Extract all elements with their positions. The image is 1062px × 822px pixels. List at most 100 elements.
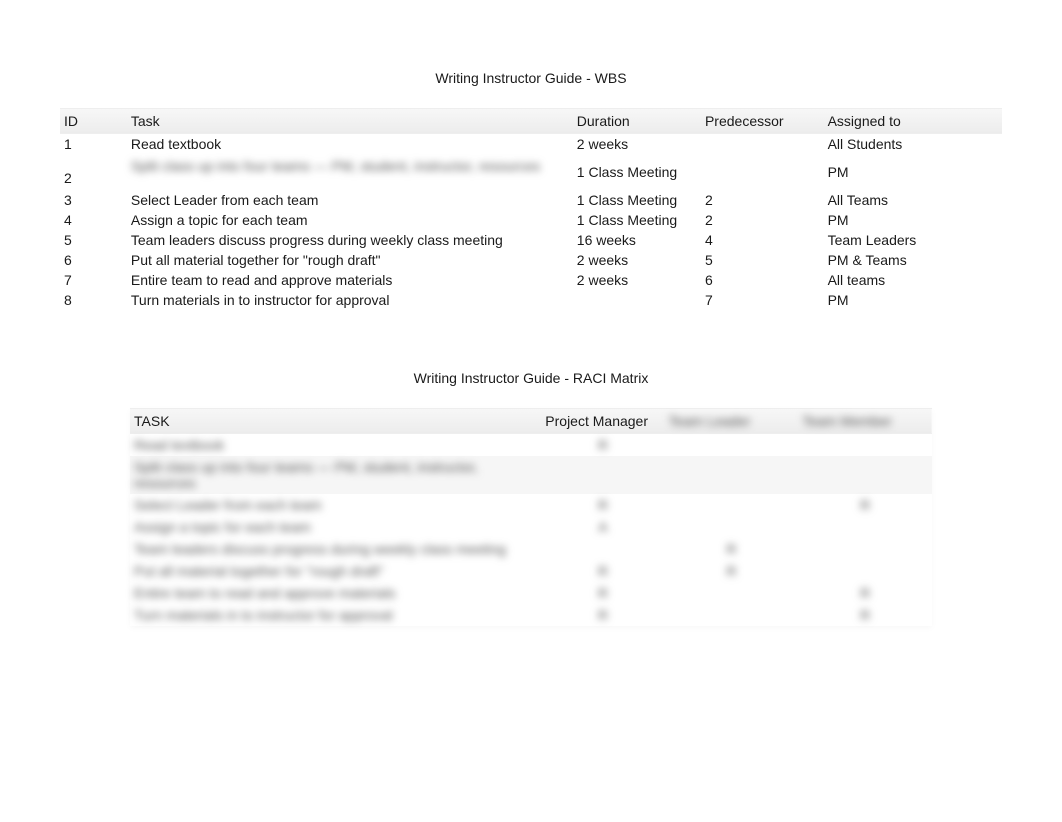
wbs-cell-assigned: All Students (824, 134, 1002, 155)
raci-cell-tm: R (798, 494, 932, 516)
raci-col-tl: Team Leader (665, 409, 799, 434)
table-row: Team leaders discuss progress during wee… (130, 538, 932, 560)
raci-cell-pm: A (541, 516, 664, 538)
wbs-cell-duration: 1 Class Meeting (573, 190, 701, 210)
wbs-cell-task: Assign a topic for each team (127, 210, 573, 230)
table-row: 1Read textbook2 weeks All Students (60, 134, 1002, 155)
raci-cell-tl: R (665, 560, 799, 582)
wbs-cell-task: Read textbook (127, 134, 573, 155)
wbs-cell-predecessor (701, 154, 824, 190)
wbs-cell-id: 3 (60, 190, 127, 210)
table-row: 6Put all material together for "rough dr… (60, 250, 1002, 270)
raci-col-task: TASK (130, 409, 541, 434)
wbs-cell-task: Put all material together for "rough dra… (127, 250, 573, 270)
raci-cell-tl (665, 582, 799, 604)
wbs-cell-duration: 2 weeks (573, 250, 701, 270)
raci-cell-task: Read textbook (130, 434, 541, 457)
raci-cell-pm: R (541, 560, 664, 582)
wbs-cell-id: 1 (60, 134, 127, 155)
table-row: 2Split class up into four teams — PM, st… (60, 154, 1002, 190)
table-row: 8Turn materials in to instructor for app… (60, 290, 1002, 310)
wbs-col-task: Task (127, 109, 573, 134)
raci-cell-tm: R (798, 604, 932, 626)
wbs-cell-assigned: PM (824, 154, 1002, 190)
wbs-cell-assigned: Team Leaders (824, 230, 1002, 250)
wbs-cell-predecessor: 6 (701, 270, 824, 290)
table-row: Turn materials in to instructor for appr… (130, 604, 932, 626)
wbs-cell-duration: 2 weeks (573, 270, 701, 290)
table-row: 3Select Leader from each team1 Class Mee… (60, 190, 1002, 210)
wbs-cell-id: 7 (60, 270, 127, 290)
table-row: 7Entire team to read and approve materia… (60, 270, 1002, 290)
raci-header-row: TASK Project Manager Team Leader Team Me… (130, 409, 932, 434)
raci-cell-tl (665, 516, 799, 538)
raci-cell-task: Put all material together for "rough dra… (130, 560, 541, 582)
raci-cell-task: Select Leader from each team (130, 494, 541, 516)
wbs-cell-predecessor: 5 (701, 250, 824, 270)
raci-cell-tl (665, 604, 799, 626)
wbs-cell-duration (573, 290, 701, 310)
raci-cell-task: Assign a topic for each team (130, 516, 541, 538)
raci-cell-tl (665, 456, 799, 494)
table-row: Entire team to read and approve material… (130, 582, 932, 604)
raci-cell-tm (798, 560, 932, 582)
raci-cell-task: Entire team to read and approve material… (130, 582, 541, 604)
wbs-cell-duration: 1 Class Meeting (573, 154, 701, 190)
wbs-cell-predecessor: 7 (701, 290, 824, 310)
table-row: 5Team leaders discuss progress during we… (60, 230, 1002, 250)
raci-col-pm: Project Manager (541, 409, 664, 434)
wbs-cell-duration: 2 weeks (573, 134, 701, 155)
raci-cell-pm: R (541, 494, 664, 516)
raci-cell-task: Team leaders discuss progress during wee… (130, 538, 541, 560)
wbs-cell-assigned: PM (824, 210, 1002, 230)
raci-cell-tm (798, 456, 932, 494)
wbs-cell-task: Team leaders discuss progress during wee… (127, 230, 573, 250)
table-row: 4Assign a topic for each team1 Class Mee… (60, 210, 1002, 230)
table-row: Select Leader from each teamRR (130, 494, 932, 516)
table-row: Split class up into four teams — PM, stu… (130, 456, 932, 494)
wbs-col-id: ID (60, 109, 127, 134)
wbs-cell-id: 2 (60, 154, 127, 190)
wbs-cell-assigned: All Teams (824, 190, 1002, 210)
wbs-cell-id: 5 (60, 230, 127, 250)
raci-cell-task: Turn materials in to instructor for appr… (130, 604, 541, 626)
wbs-cell-assigned: PM & Teams (824, 250, 1002, 270)
wbs-cell-id: 4 (60, 210, 127, 230)
raci-title: Writing Instructor Guide - RACI Matrix (60, 370, 1002, 386)
wbs-cell-task: Turn materials in to instructor for appr… (127, 290, 573, 310)
table-row: Put all material together for "rough dra… (130, 560, 932, 582)
wbs-col-duration: Duration (573, 109, 701, 134)
wbs-cell-id: 8 (60, 290, 127, 310)
wbs-cell-task: Entire team to read and approve material… (127, 270, 573, 290)
wbs-col-predecessor: Predecessor (701, 109, 824, 134)
wbs-cell-task: Split class up into four teams — PM, stu… (127, 154, 573, 190)
wbs-cell-predecessor: 2 (701, 210, 824, 230)
raci-cell-pm: R (541, 582, 664, 604)
document-page: Writing Instructor Guide - WBS ID Task D… (0, 0, 1062, 666)
wbs-cell-duration: 1 Class Meeting (573, 210, 701, 230)
raci-cell-tm (798, 538, 932, 560)
wbs-title: Writing Instructor Guide - WBS (60, 70, 1002, 86)
wbs-cell-id: 6 (60, 250, 127, 270)
raci-cell-pm: R (541, 434, 664, 457)
wbs-cell-task: Select Leader from each team (127, 190, 573, 210)
raci-table: TASK Project Manager Team Leader Team Me… (130, 408, 932, 626)
raci-cell-pm: R (541, 604, 664, 626)
wbs-cell-duration: 16 weeks (573, 230, 701, 250)
wbs-cell-assigned: All teams (824, 270, 1002, 290)
wbs-header-row: ID Task Duration Predecessor Assigned to (60, 109, 1002, 134)
wbs-cell-predecessor: 2 (701, 190, 824, 210)
raci-cell-pm (541, 456, 664, 494)
wbs-body: 1Read textbook2 weeksAll Students2Split … (60, 134, 1002, 311)
wbs-table: ID Task Duration Predecessor Assigned to… (60, 108, 1002, 310)
wbs-cell-predecessor: 4 (701, 230, 824, 250)
raci-cell-tm (798, 516, 932, 538)
raci-cell-tl (665, 434, 799, 457)
raci-cell-task: Split class up into four teams — PM, stu… (130, 456, 541, 494)
raci-cell-tl (665, 494, 799, 516)
raci-body: Read textbookRSplit class up into four t… (130, 434, 932, 627)
table-row: Read textbookR (130, 434, 932, 457)
wbs-col-assigned: Assigned to (824, 109, 1002, 134)
raci-cell-pm (541, 538, 664, 560)
raci-col-tm: Team Member (798, 409, 932, 434)
